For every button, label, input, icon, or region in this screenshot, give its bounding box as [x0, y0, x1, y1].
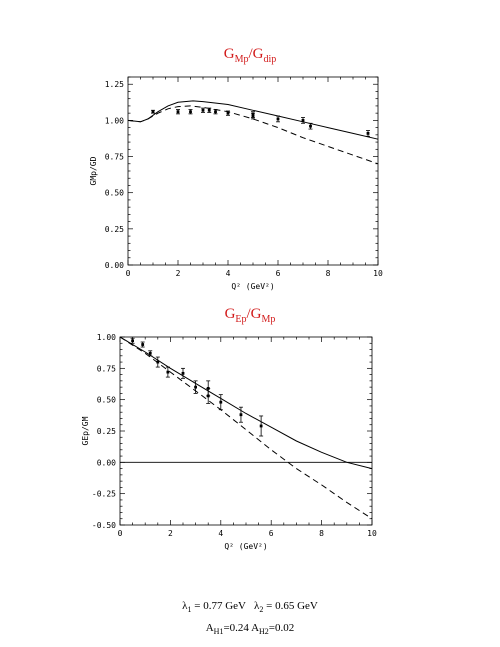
top-data-point: [309, 124, 312, 128]
top-data-point: [151, 110, 155, 114]
top-y-tick-label: 0.75: [105, 153, 124, 162]
bottom-data-point: [181, 371, 185, 375]
bottom-x-tick-label: 8: [319, 529, 324, 538]
top-data-point: [251, 114, 255, 118]
bottom-data-point: [131, 339, 134, 343]
bottom-data-point: [166, 370, 170, 374]
top-data-point: [301, 118, 305, 122]
bottom-y-axis-label: GEp/GM: [81, 416, 90, 445]
bottom-data-point: [148, 351, 152, 355]
top-chart-title: GMp/Gdip: [223, 46, 277, 65]
bottom-data-point: [141, 343, 145, 346]
top-series-solid: [127, 100, 379, 140]
bottom-x-tick-label: 2: [168, 529, 173, 538]
top-y-tick-label: 0.00: [105, 261, 124, 270]
top-y-tick-label: 0.50: [105, 189, 124, 198]
top-x-tick-label: 2: [176, 269, 181, 278]
top-data-point: [214, 110, 217, 114]
bottom-data-point: [239, 413, 243, 417]
top-data-point: [201, 108, 205, 112]
top-x-axis-label: Q² (GeV²): [231, 282, 274, 291]
top-x-tick-label: 4: [226, 269, 231, 278]
bottom-chart-title: GEp/GMp: [224, 306, 276, 325]
bottom-y-tick-label: 0.75: [97, 364, 116, 373]
top-x-tick-label: 0: [126, 269, 131, 278]
bottom-x-tick-label: 10: [367, 529, 377, 538]
caption-line-1: λ1 = 0.77 GeV λ2 = 0.65 GeV: [182, 600, 318, 615]
top-series-dashed: [127, 105, 379, 165]
bottom-y-tick-label: 0.50: [97, 396, 116, 405]
bottom-series-dashed: [119, 336, 373, 520]
top-y-axis-label: GMp/GD: [89, 156, 98, 185]
bottom-y-tick-label: 0.25: [97, 427, 116, 436]
caption-line-2: AH1=0.24 AH2=0.02: [205, 622, 295, 637]
top-data-point: [226, 111, 230, 115]
bottom-y-tick-label: -0.25: [92, 490, 116, 499]
top-data-point: [276, 117, 280, 121]
bottom-data-point: [219, 400, 223, 404]
bottom-data-point: [194, 385, 197, 389]
bottom-y-tick-label: -0.50: [92, 521, 116, 530]
top-y-tick-label: 0.25: [105, 225, 124, 234]
bottom-y-tick-label: 0.00: [97, 458, 116, 467]
top-data-point: [207, 108, 211, 112]
bottom-x-tick-label: 0: [118, 529, 123, 538]
bottom-data-point: [259, 424, 263, 428]
bottom-x-tick-label: 6: [269, 529, 274, 538]
top-x-tick-label: 10: [373, 269, 383, 278]
bottom-data-point: [206, 394, 210, 398]
top-x-tick-label: 6: [276, 269, 281, 278]
bottom-y-tick-label: 1.00: [97, 333, 116, 342]
bottom-series-solid: [119, 336, 373, 470]
top-data-point: [366, 132, 370, 135]
top-y-tick-label: 1.00: [105, 116, 124, 125]
top-plot-frame: [127, 76, 379, 266]
top-data-point: [176, 110, 180, 114]
top-y-tick-label: 1.25: [105, 80, 124, 89]
top-data-point: [189, 110, 192, 114]
bottom-x-axis-label: Q² (GeV²): [224, 542, 267, 551]
bottom-x-tick-label: 4: [218, 529, 223, 538]
top-x-tick-label: 8: [326, 269, 331, 278]
bottom-data-point: [156, 360, 160, 364]
